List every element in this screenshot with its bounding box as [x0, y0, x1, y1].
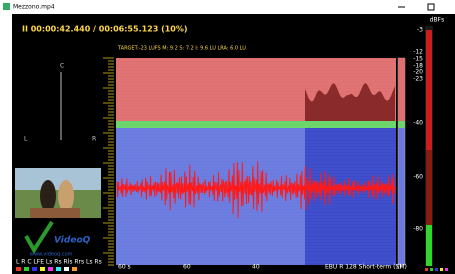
scope-label: C [60, 63, 64, 70]
page: Mezzono.mp4 II 00:00:42.440 / 00:06:55.1… [0, 0, 455, 274]
channel-labels: L R C LFE Ls Rs Rls Rrs Ls Rs [16, 259, 102, 266]
thumb-table [30, 208, 80, 218]
logo-name: VideoQ [54, 236, 91, 246]
meter-green [426, 225, 432, 266]
title-bar [0, 0, 455, 14]
channel-square [16, 267, 21, 271]
channel-square [435, 268, 438, 271]
x-label: 60 s [118, 264, 131, 271]
momentary-green [398, 121, 405, 128]
meter-red [426, 30, 432, 150]
channel-square [40, 267, 45, 271]
channel-square [72, 267, 77, 271]
meter-label: -23 [413, 76, 423, 83]
channel-square [32, 267, 37, 271]
thumb-sky [15, 168, 101, 190]
channel-square [24, 267, 29, 271]
app-icon [3, 3, 10, 10]
logo-url: www.videoq.com [30, 252, 73, 258]
momentary-red [398, 58, 405, 121]
channel-square [64, 267, 69, 271]
meter-label: -80 [413, 226, 423, 233]
meter-label: -20 [413, 69, 423, 76]
time-display: II 00:00:42.440 / 00:06:55.123 (10%) [22, 25, 188, 34]
graph-caption: EBU R 128 Short-term (S) [325, 264, 402, 271]
meter-label: -3 [417, 27, 423, 34]
scope-label: R [92, 136, 96, 143]
player-window: Mezzono.mp4 II 00:00:42.440 / 00:06:55.1… [0, 0, 455, 274]
meter-label: -12 [413, 49, 423, 56]
window-title: Mezzono.mp4 [13, 4, 55, 11]
channel-square [56, 267, 61, 271]
meter-label: -60 [413, 174, 423, 181]
thumb-person [58, 180, 74, 212]
meter-dark [426, 150, 432, 225]
meter-label: -15 [413, 56, 423, 63]
video-thumbnail [15, 168, 101, 218]
thumb-person [40, 180, 56, 212]
loudness-stats: TARGET:-23 LUFS M: 9.2 S: 7.2 I: 9.6 LU … [117, 46, 246, 52]
zone-target [116, 121, 396, 128]
channel-square [425, 268, 428, 271]
channel-square [440, 268, 443, 271]
channel-square [430, 268, 433, 271]
channel-square [445, 268, 448, 271]
channel-square [48, 267, 53, 271]
meter-label: -40 [413, 120, 423, 127]
x-label: 40 [252, 264, 260, 271]
meter-unit: dBFs [430, 17, 445, 24]
momentary-label: (M) [397, 264, 407, 271]
x-label: 60 [183, 264, 191, 271]
